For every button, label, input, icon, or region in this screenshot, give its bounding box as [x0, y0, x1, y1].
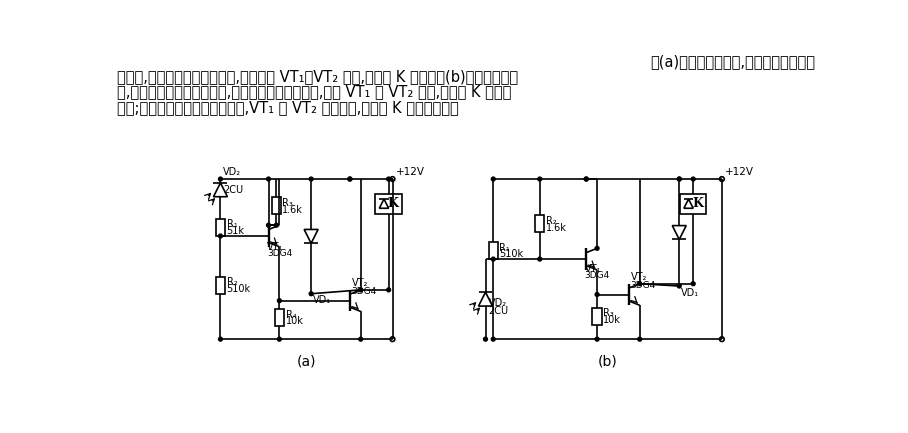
Circle shape [267, 177, 271, 181]
Text: 1.6k: 1.6k [546, 223, 567, 233]
Circle shape [538, 177, 542, 181]
Text: 3DG4: 3DG4 [630, 281, 656, 290]
Bar [489, 242, 498, 259]
Bar [592, 307, 602, 325]
Text: R₁: R₁ [227, 220, 237, 229]
Text: 10k: 10k [285, 317, 303, 326]
Bar [271, 197, 281, 214]
Text: 51k: 51k [227, 226, 244, 236]
Text: 2CU: 2CU [222, 185, 243, 195]
Text: 2CU: 2CU [489, 306, 508, 316]
Circle shape [637, 282, 642, 286]
Text: 10k: 10k [603, 315, 621, 325]
Circle shape [310, 292, 313, 296]
Circle shape [219, 177, 222, 181]
Circle shape [274, 223, 278, 227]
Bar [275, 309, 284, 326]
Text: 3DG4: 3DG4 [351, 287, 377, 296]
Circle shape [491, 337, 495, 341]
Text: (b): (b) [597, 355, 617, 368]
Text: 工作;只有光敏二极管无光照射时,VT₁ 和 VT₂ 才会导通,继电器 K 才会被吸合。: 工作;只有光敏二极管无光照射时,VT₁ 和 VT₂ 才会导通,继电器 K 才会被… [116, 100, 459, 115]
Text: K: K [388, 197, 399, 210]
Circle shape [538, 257, 542, 261]
Text: 3DG4: 3DG4 [267, 249, 292, 258]
Bar [216, 219, 225, 236]
Text: (a): (a) [297, 355, 316, 368]
Bar [535, 215, 545, 232]
Text: 1.6k: 1.6k [282, 205, 303, 215]
Text: 极管时,光敏二极管的阻值减小,使三极管 VT₁、VT₂ 导通,继电器 K 吸合。图(b)是暗通光控电: 极管时,光敏二极管的阻值减小,使三极管 VT₁、VT₂ 导通,继电器 K 吸合。… [116, 69, 518, 84]
Circle shape [595, 293, 599, 297]
Circle shape [219, 337, 222, 341]
Circle shape [278, 299, 281, 303]
Circle shape [637, 337, 642, 341]
Circle shape [491, 257, 495, 261]
Text: R₃: R₃ [282, 198, 293, 208]
Bar [216, 277, 225, 294]
Text: K: K [693, 197, 704, 210]
Text: VD₂: VD₂ [489, 298, 507, 308]
Text: VT₁: VT₁ [267, 242, 283, 252]
Text: VT₂: VT₂ [351, 278, 368, 288]
Text: +12V: +12V [396, 168, 425, 178]
Circle shape [491, 177, 495, 181]
Text: 510k: 510k [227, 284, 251, 294]
Circle shape [677, 284, 681, 288]
Circle shape [691, 282, 696, 286]
Text: 3DG4: 3DG4 [585, 271, 610, 280]
Text: VT₂: VT₂ [630, 272, 646, 282]
Circle shape [359, 288, 362, 292]
Circle shape [359, 337, 362, 341]
Circle shape [387, 177, 390, 181]
Circle shape [219, 234, 222, 238]
Text: R₁: R₁ [499, 242, 510, 252]
Circle shape [691, 177, 696, 181]
Circle shape [348, 177, 351, 181]
Text: VD₁: VD₁ [681, 288, 699, 297]
Circle shape [677, 177, 681, 181]
Circle shape [278, 337, 281, 341]
Circle shape [595, 337, 599, 341]
Text: VD₂: VD₂ [222, 168, 241, 178]
Circle shape [677, 177, 681, 181]
Circle shape [585, 177, 588, 181]
Text: VD₁: VD₁ [312, 295, 331, 305]
Text: VT₁: VT₁ [585, 264, 601, 274]
Circle shape [484, 337, 488, 341]
Text: R₃: R₃ [603, 308, 614, 318]
Circle shape [585, 177, 588, 181]
Text: 510k: 510k [499, 249, 524, 259]
Text: 图(a)是亮通光控电路,当有光照射发光二: 图(a)是亮通光控电路,当有光照射发光二 [651, 54, 815, 69]
Circle shape [387, 288, 390, 292]
Circle shape [348, 177, 351, 181]
Text: R₂: R₂ [546, 216, 557, 226]
Text: R₄: R₄ [285, 310, 296, 320]
Bar [680, 194, 706, 213]
Text: R₂: R₂ [227, 277, 237, 287]
Circle shape [267, 223, 271, 227]
Bar [375, 194, 402, 213]
Text: +12V: +12V [725, 168, 754, 178]
Text: 路,当有光照射光敏二极管时,光敏二极管的阻值减小,且使 VT₁ 和 VT₂ 截止,继电器 K 则不会: 路,当有光照射光敏二极管时,光敏二极管的阻值减小,且使 VT₁ 和 VT₂ 截止… [116, 84, 511, 99]
Circle shape [595, 246, 599, 250]
Circle shape [310, 177, 313, 181]
